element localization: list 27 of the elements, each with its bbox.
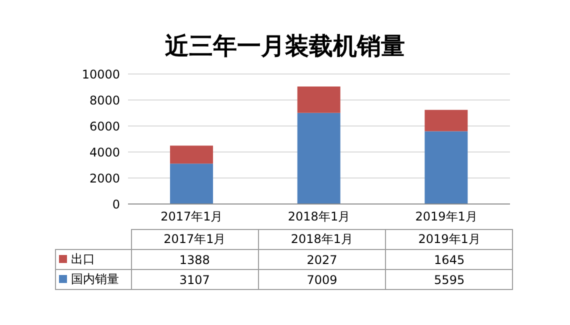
x-tick-label: 2018年1月 [288,210,350,224]
chart-title: 近三年一月装载机销量 [164,30,406,62]
category-label: 2017年1月 [164,232,226,246]
y-tick-label: 6000 [89,119,120,134]
x-tick-label: 2017年1月 [160,210,223,224]
data-label: 1645 [386,250,513,270]
bar [297,112,340,204]
legend-label: 出口 [56,250,131,270]
data-label: 2027 [258,250,386,270]
bar [170,146,214,164]
y-tick-label: 10000 [82,67,120,82]
y-tick-label: 8000 [89,93,120,108]
legend-label: 国内销量 [56,270,131,290]
data-label: 5595 [386,270,513,290]
category-label: 2018年1月 [290,232,354,246]
data-label: 7009 [258,270,386,290]
y-tick-label: 0 [112,197,120,212]
x-tick-label: 2019年1月 [415,210,478,224]
y-tick-label: 2000 [89,171,120,186]
bar [297,86,340,113]
bar [170,164,214,204]
data-label: 3107 [131,270,258,290]
bar [424,110,468,132]
category-label: 2019年1月 [418,232,480,246]
bar [424,131,468,204]
y-tick-label: 4000 [89,145,120,160]
data-label: 1388 [131,250,258,270]
